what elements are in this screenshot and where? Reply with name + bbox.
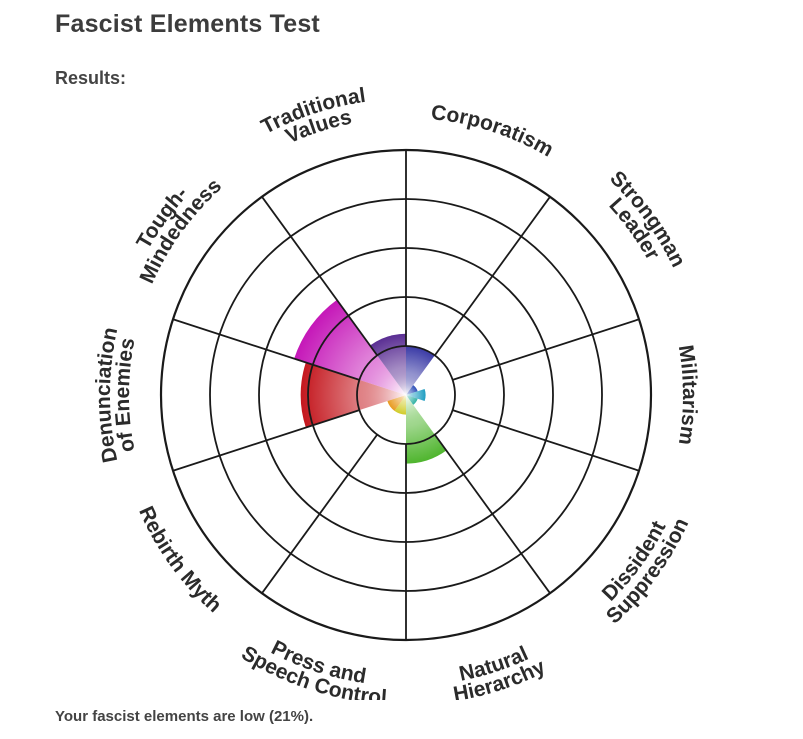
- sector-strongman-leader: [406, 385, 418, 395]
- grid-spoke-8: [172, 409, 360, 472]
- sector-tough-mindedness: [294, 299, 406, 395]
- polar-chart-svg: CorporatismStrongmanLeaderMilitarismDiss…: [92, 84, 701, 700]
- axis-label-rebirth-myth: Rebirth Myth: [134, 503, 226, 617]
- grid-spoke-10: [261, 196, 378, 356]
- results-label: Results:: [55, 68, 127, 88]
- grid-spoke-7: [261, 434, 378, 594]
- grid-spoke-5: [434, 434, 551, 594]
- result-summary: Your fascist elements are low (21%).: [55, 708, 314, 725]
- sector-denunciation-of-enemies: [300, 362, 406, 428]
- sector-traditional-values: [370, 333, 406, 395]
- sector-rebirth-myth: [387, 395, 406, 411]
- sector-dissident-suppression: [406, 395, 418, 405]
- grid-spoke-2: [434, 196, 551, 356]
- grid-layer: [159, 148, 653, 642]
- axis-label-corporatism: Corporatism: [430, 101, 557, 162]
- grid-spoke-9: [172, 318, 360, 381]
- sector-corporatism: [406, 346, 435, 395]
- axis-label-militarism: Militarism: [674, 344, 701, 447]
- sector-natural-hierarchy: [406, 395, 447, 464]
- axis-label-denunciation-of-enemies-line-2: of Enemies: [111, 336, 140, 454]
- grid-spoke-4: [452, 409, 640, 472]
- sector-press-and-speech-control: [394, 395, 406, 415]
- sector-militarism: [406, 388, 426, 402]
- sectors-layer: [294, 299, 447, 464]
- grid-spoke-3: [452, 318, 640, 381]
- page-title: Fascist Elements Test: [55, 10, 320, 38]
